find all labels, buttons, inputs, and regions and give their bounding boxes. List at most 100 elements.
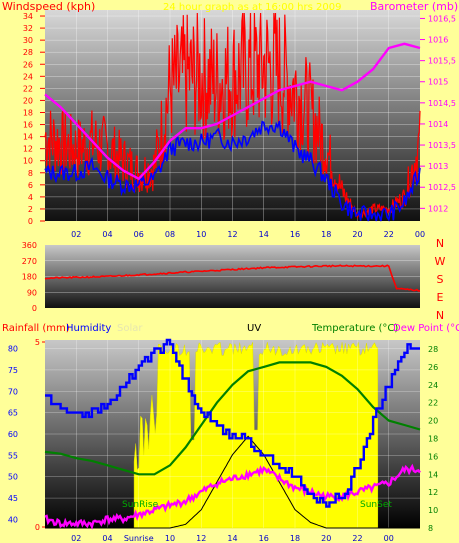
y-tick-label: 180 [22,273,37,282]
temperature-humidity-chart: Rainfall (mm) Humidity Solar UV Temperat… [2,323,459,543]
top-x-axis: 02 04 06 08 10 12 14 16 18 20 22 00 [71,230,425,239]
y-tick-label: 270 [22,257,37,266]
y-tick-label: 20 [23,96,33,105]
barometer-line [44,42,421,181]
compass-letter: W [435,255,446,268]
y2-tick-label: 14 [428,470,438,479]
y-tick-label: 14 [23,133,33,142]
mid-series [44,264,421,292]
y2-tick-label: 1012,5 [428,183,456,192]
y2-tick-label: 1015 [428,78,448,87]
x-tick-label: 20 [352,230,362,239]
y2-tick-label: 1016 [428,36,448,45]
x-tick-label: 14 [259,230,269,239]
x-tick-label: 22 [384,230,394,239]
x-tick-label: 20 [321,534,331,543]
y-tick-label: 2 [28,205,33,214]
y2-tick-label: 12 [428,488,438,497]
y-tick-label: 80 [8,345,18,354]
x-tick-label: 04 [102,534,112,543]
y-tick-label: 26 [23,60,33,69]
x-tick-label: 12 [196,534,206,543]
y-tick-label: 16 [23,121,33,130]
rain-tick-label: 0 [35,523,40,532]
top-y-axis-right: 1012 1012,5 1013 1013,5 1014 1014,5 1015 1015,5… [420,14,456,213]
y2-tick-label: 1013,5 [428,141,456,150]
legend-temperature: Temperature (°C) [311,323,398,334]
y-tick-label: 4 [28,193,33,202]
x-tick-label: 02 [71,230,81,239]
y2-tick-label: 28 [428,345,438,354]
bottom-y-axis-left: 40 45 50 55 60 65 70 75 80 0 5 [8,338,45,532]
y2-tick-label: 8 [428,524,433,533]
temperature-line [44,361,421,476]
y-tick-label: 30 [23,36,33,45]
y-tick-label: 55 [8,451,18,460]
y2-tick-label: 1016,5 [428,14,456,23]
x-tick-label: 14 [227,534,237,543]
y-tick-label: 32 [23,24,33,33]
y-tick-label: 0 [32,304,37,313]
x-tick-label: 10 [165,534,175,543]
x-tick-label: 06 [134,230,144,239]
y-tick-label: 28 [23,48,33,57]
x-tick-label: Sunrise [124,534,154,543]
y2-tick-label: 24 [428,381,438,390]
y-tick-label: 45 [8,494,18,503]
bottom-x-axis: 02 04 Sunrise 10 12 14 16 18 20 22 00 [71,534,394,543]
y2-tick-label: 18 [428,434,438,443]
rain-tick-label: 5 [35,338,40,347]
x-tick-label: 04 [102,230,112,239]
mid-y-axis: 0 90 180 270 360 [22,241,37,313]
bottom-series [44,338,421,530]
legend-dew-point: Dew Point (°C) [393,323,459,334]
sunrise-annotation: SunRise [122,500,159,510]
y-tick-label: 75 [8,366,18,375]
y-tick-label: 12 [23,145,33,154]
y2-tick-label: 20 [428,417,438,426]
humidity-line [45,338,420,508]
compass-letter: S [437,273,444,286]
legend-humidity: Humidity [66,323,111,334]
y-tick-label: 8 [28,169,33,178]
sunset-annotation: SunSet [360,500,392,510]
top-series [44,12,421,222]
y-tick-label: 18 [23,108,33,117]
y2-tick-label: 1013 [428,162,448,171]
windspeed-line [44,12,421,220]
x-tick-label: 16 [259,534,269,543]
y-tick-label: 50 [8,473,18,482]
x-tick-label: 00 [415,230,425,239]
top-title-left: Windspeed (kph) [2,0,95,13]
y-tick-label: 0 [28,217,33,226]
y-tick-label: 6 [28,181,33,190]
y-tick-label: 24 [23,72,33,81]
dew-point-line [44,463,421,530]
x-tick-label: 22 [352,534,362,543]
top-title-center: 24 hour graph as at 16:00 hrs 2009 [163,2,341,13]
gust-line [44,120,421,222]
bottom-y-axis-right: 8 10 12 14 16 18 20 22 24 26 28 [428,345,438,533]
y2-tick-label: 1014 [428,120,448,129]
x-tick-label: 08 [165,230,175,239]
y2-tick-label: 1012 [428,204,448,213]
y2-tick-label: 1014,5 [428,99,456,108]
x-tick-label: 10 [196,230,206,239]
y-tick-label: 34 [23,12,33,21]
top-title-right: Barometer (mb) [370,0,458,13]
wind-direction-line [44,264,421,292]
x-tick-label: 00 [384,534,394,543]
y-tick-label: 70 [8,387,18,396]
compass-letter: E [437,291,444,304]
legend-uv: UV [247,323,261,334]
y-tick-label: 360 [22,241,37,250]
compass-letter: N [436,309,444,322]
y2-tick-label: 16 [428,452,438,461]
legend-solar: Solar [117,323,143,334]
windspeed-barometer-chart: Windspeed (kph) 24 hour graph as at 16:0… [2,0,458,239]
x-tick-label: 12 [227,230,237,239]
y-tick-label: 22 [23,84,33,93]
y-tick-label: 65 [8,409,18,418]
compass-letter: N [436,237,444,250]
